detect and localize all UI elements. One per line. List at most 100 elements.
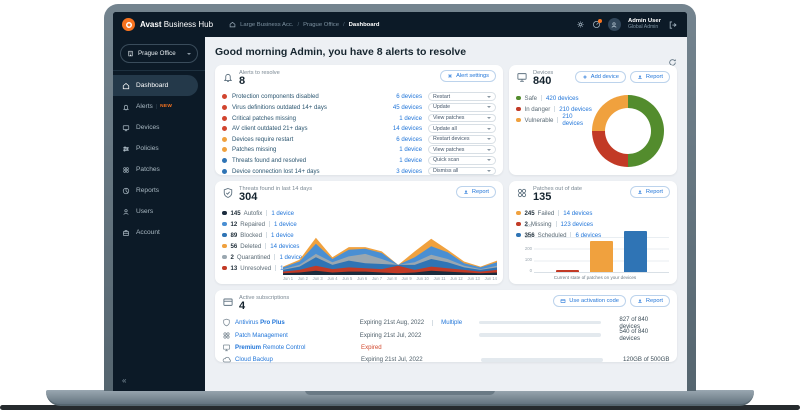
alert-device-link[interactable]: 1 device [399,114,422,122]
alert-device-link[interactable]: 6 devices [396,135,422,143]
legend-item: 145 Autofix 1 device [222,208,342,219]
legend-separator [554,106,556,113]
home-icon[interactable] [229,21,236,28]
sidebar-item-account[interactable]: Account [113,222,205,243]
alert-row: AV client outdated 21+ days 14 devices U… [222,123,496,134]
sliders-icon [122,145,130,153]
subscriptions-count: 4 [239,300,246,312]
breadcrumb-item[interactable]: Large Business Acc. [240,21,294,28]
x-tick-label: Jun 3 [312,276,323,281]
legend-separator [269,221,271,228]
subscription-name-link[interactable]: Premium Remote Control [235,344,361,351]
refresh-icon[interactable] [668,58,677,67]
legend-value-link[interactable]: 1 device [271,209,295,217]
avatar[interactable] [607,18,621,31]
sidebar-item-patches[interactable]: Patches [113,159,205,180]
alert-action-dropdown[interactable]: Update [428,103,496,112]
subscription-list: Antivirus Pro Plus Expiring 21st Aug, 20… [222,316,670,367]
legend-value-link[interactable]: 14 devices [270,242,300,250]
legend-dot [516,95,521,101]
legend-value-link[interactable]: 123 devices [560,220,594,228]
alert-action-label: Update all [433,125,457,132]
bar-failed [590,240,613,272]
settings-gear-icon[interactable] [576,20,585,29]
alert-device-link[interactable]: 14 devices [392,125,422,133]
alert-device-link[interactable]: 3 devices [396,167,422,175]
alert-action-label: View patches [433,146,465,153]
x-tick-label: Jun 11 [433,276,446,281]
briefcase-icon [122,229,130,237]
threats-report-button[interactable]: Report [455,186,496,198]
legend-label: Safe [524,94,538,102]
sidebar-item-devices[interactable]: Devices [113,117,205,138]
chevron-down-icon [187,52,191,55]
sidebar-item-dashboard[interactable]: Dashboard [113,75,198,96]
legend-item: Vulnerable 210 devices [516,113,592,128]
legend-count: 2 [524,220,528,228]
x-tick-label: Jun 8 [386,276,397,281]
alert-action-dropdown[interactable]: Update all [428,124,496,134]
legend-value-link[interactable]: 210 devices [559,105,592,113]
sidebar-item-alerts[interactable]: Alerts | NEW [113,96,205,117]
subscriptions-report-button[interactable]: Report [629,295,670,307]
legend-value-link[interactable]: 210 devices [562,113,583,128]
chevron-down-icon [487,95,491,98]
subscription-expiry: Expiring 21st Jul, 2022 [361,356,481,363]
alert-action-label: Update [433,104,451,111]
notifications-icon[interactable] [592,19,602,29]
add-device-button[interactable]: Add device [574,71,626,83]
alert-action-dropdown[interactable]: Dismiss all [428,166,496,176]
x-tick-label: Jun 5 [342,276,353,281]
multiple-link[interactable]: Multiple [441,319,463,327]
use-activation-code-button[interactable]: Use activation code [553,295,626,307]
name-text: Patch Management [235,331,288,339]
patches-report-button[interactable]: Report [629,186,670,198]
alert-action-dropdown[interactable]: Restart devices [428,134,496,144]
alert-action-dropdown[interactable]: Restart [428,92,496,102]
legend-value-link[interactable]: 1 device [274,220,297,228]
breadcrumb-separator: / [297,21,300,28]
legend-value-link[interactable]: 14 devices [563,209,593,217]
legend-separator [557,117,559,124]
sidebar-item-reports[interactable]: Reports [113,180,205,201]
legend-value-link[interactable]: 420 devices [546,94,579,102]
sidebar-item-users[interactable]: Users [113,201,205,222]
devices-donut-chart [592,94,664,167]
chevron-down-icon [487,127,491,130]
alert-device-link[interactable]: 1 device [399,156,422,164]
card-label: Devices [533,70,554,76]
devices-report-button[interactable]: Report [629,71,670,83]
user-menu[interactable]: Admin User Global Admin [628,18,661,31]
alert-device-link[interactable]: 45 devices [392,103,422,111]
laptop-bezel: Avast Business Hub Large Business Acc. /… [104,4,696,391]
cloud-icon [222,355,231,364]
org-selector[interactable]: Prague Office [120,44,198,63]
alert-action-dropdown[interactable]: Quick scan [428,156,496,165]
sidebar-collapse-button[interactable]: « [122,376,127,385]
chevron-down-icon [487,106,491,109]
alert-action-dropdown[interactable]: View patches [428,113,496,123]
breadcrumb-item[interactable]: Prague Office [303,21,340,28]
subscription-name-link[interactable]: Cloud Backup [235,356,361,363]
avast-logo-icon[interactable] [122,18,135,31]
alert-action-dropdown[interactable]: View patches [428,145,496,155]
legend-value-link[interactable]: 1 device [270,231,294,239]
name-text: Remote Control [261,344,306,352]
sidebar-item-policies[interactable]: Policies [113,138,205,159]
devices-legend: Safe 420 devices In danger 210 devices [516,93,592,167]
alert-action-label: Dismiss all [433,167,459,174]
logout-icon[interactable] [668,20,678,30]
threats-card: Threats found in last 14 days 304 Report [215,181,503,284]
alert-label: Critical patches missing [232,114,297,122]
subscription-name-link[interactable]: Patch Management [235,332,360,339]
alert-device-link[interactable]: 6 devices [396,93,422,101]
severity-dot [222,126,227,132]
legend-item: 56 Deleted 14 devices [222,241,342,252]
alert-device-link[interactable]: 1 device [399,146,422,154]
legend-separator [558,210,560,217]
legend-separator [555,221,557,228]
subscription-name-link[interactable]: Antivirus Pro Plus [235,319,360,326]
alert-settings-button[interactable]: Alert settings [440,70,496,82]
legend-value-link[interactable]: 1 device [279,253,303,261]
